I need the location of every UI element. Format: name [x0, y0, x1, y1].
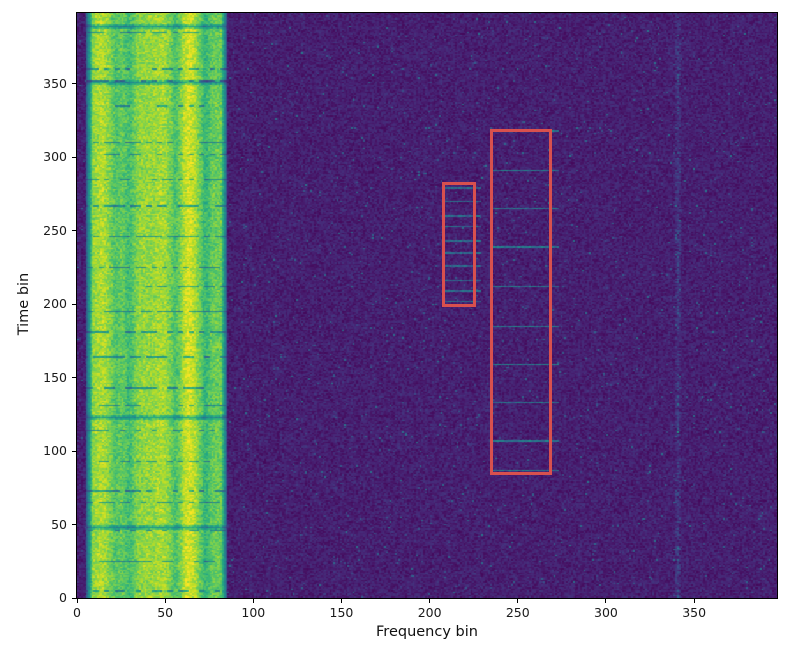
y-tick-mark: [72, 450, 76, 452]
x-tick-label: 100: [241, 605, 266, 620]
y-tick-label: 0: [59, 590, 67, 605]
x-tick-mark: [76, 599, 78, 603]
x-tick-label: 350: [682, 605, 707, 620]
x-tick-mark: [340, 599, 342, 603]
y-tick-label: 200: [43, 296, 67, 312]
x-axis-label: Frequency bin: [376, 624, 478, 640]
y-tick-label: 350: [43, 75, 67, 91]
plot-area: [76, 12, 778, 599]
x-tick-mark: [164, 599, 166, 603]
y-tick-label: 250: [43, 222, 67, 238]
x-tick-label: 250: [505, 605, 530, 620]
x-tick-label: 200: [417, 605, 442, 620]
y-tick-label: 50: [51, 516, 67, 532]
x-tick-label: 150: [329, 605, 354, 620]
spectrogram-heatmap: [77, 13, 777, 598]
x-tick-mark: [252, 599, 254, 603]
x-tick-label: 300: [594, 605, 618, 620]
y-tick-mark: [72, 303, 76, 305]
y-tick-label: 100: [43, 443, 67, 458]
x-tick-mark: [517, 599, 519, 603]
y-tick-mark: [72, 156, 76, 158]
y-tick-mark: [72, 377, 76, 379]
y-tick-mark: [72, 597, 76, 599]
y-axis-label: Time bin: [16, 272, 32, 336]
x-tick-mark: [693, 599, 695, 603]
x-tick-label: 50: [157, 605, 174, 620]
y-tick-mark: [72, 524, 76, 525]
y-tick-mark: [72, 230, 76, 232]
y-tick-label: 150: [43, 369, 67, 385]
x-tick-label: 0: [73, 605, 81, 620]
x-tick-mark: [429, 599, 431, 603]
y-tick-label: 300: [43, 149, 67, 165]
y-tick-mark: [72, 83, 76, 85]
x-tick-mark: [605, 599, 607, 603]
